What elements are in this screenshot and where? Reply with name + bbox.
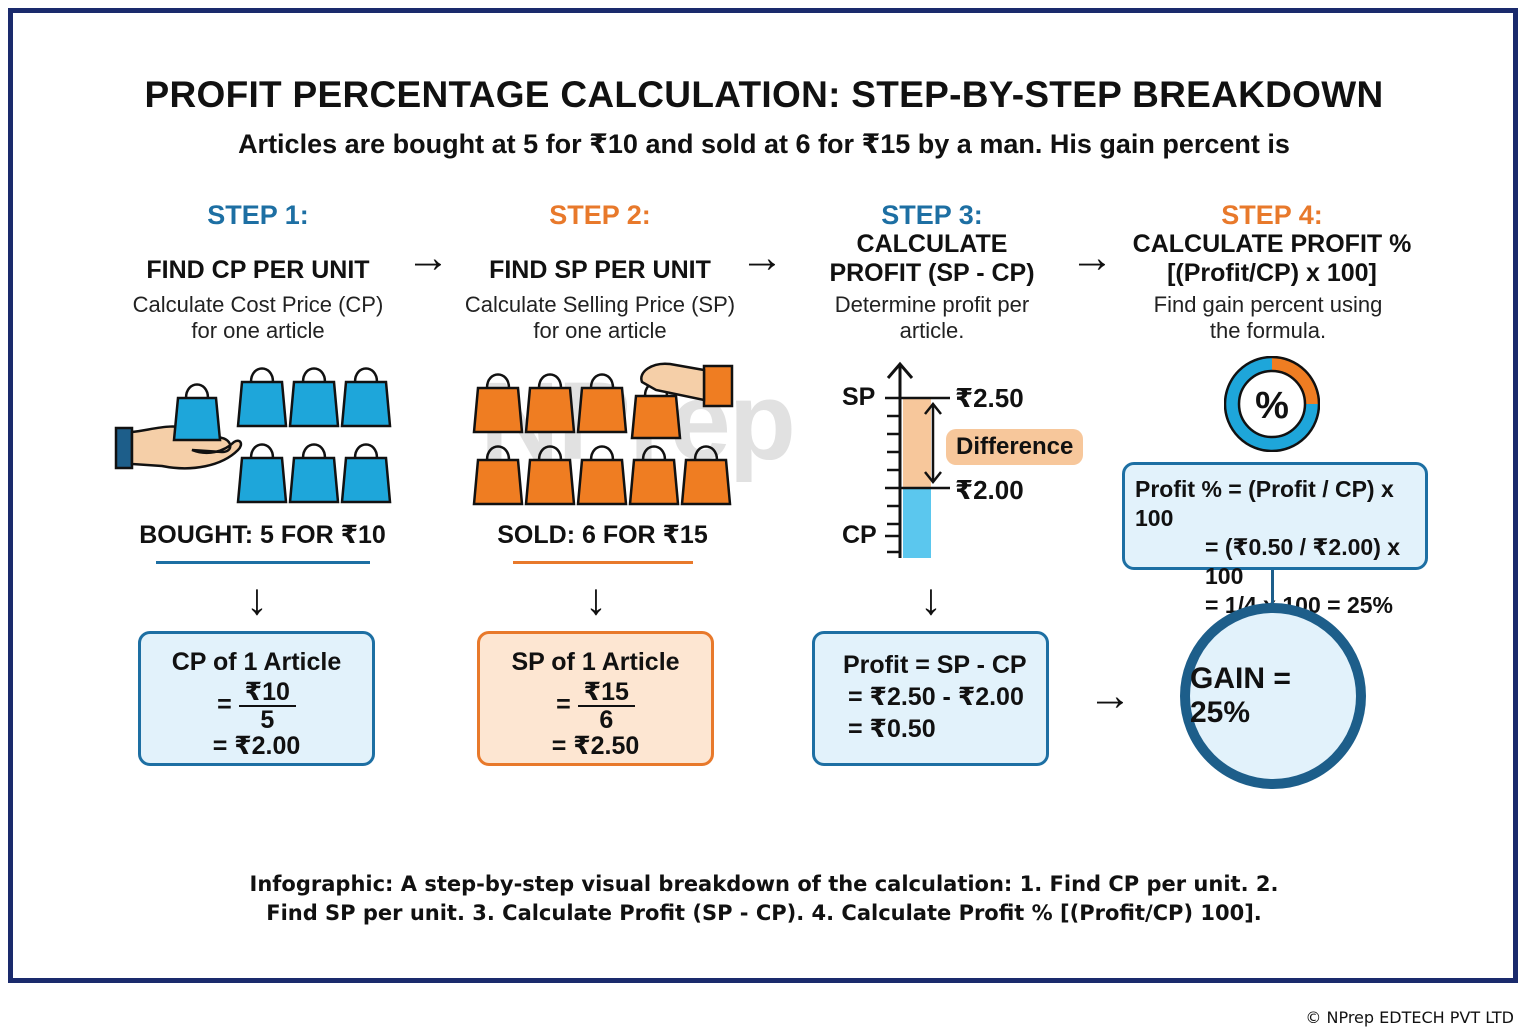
sp-box-result: = ₹2.50	[551, 732, 640, 760]
sp-fraction: ₹15 6	[577, 679, 635, 734]
cp-box-fraction-row: = ₹10 5	[141, 679, 372, 733]
step2-heading: FIND SP PER UNIT	[489, 256, 711, 284]
step1-down-arrow: ↓	[246, 575, 268, 624]
gain-circle: GAIN = 25%	[1180, 603, 1366, 789]
step1-caption: BOUGHT: 5 FOR ₹10	[139, 521, 386, 549]
scale-cp-label: CP	[842, 521, 877, 549]
step3-heading-line2: PROFIT (SP - CP)	[829, 259, 1035, 287]
step4-heading-line2: [(Profit/CP) x 100]	[1167, 259, 1377, 287]
sp-box-title: SP of 1 Article	[511, 648, 680, 676]
percent-donut-icon: %	[1224, 356, 1320, 452]
copyright: © NPrep EDTECH PVT LTD	[1305, 1008, 1514, 1027]
sp-fraction-denominator: 6	[599, 706, 614, 734]
profit-scale-icon	[885, 361, 950, 558]
percent-box-line1: Profit % = (Profit / CP) x 100	[1135, 476, 1394, 531]
step4-desc: Find gain percent using the formula.	[1108, 292, 1428, 344]
step3-heading: CALCULATE PROFIT (SP - CP)	[782, 230, 1082, 288]
step3-desc-line2: article.	[899, 318, 965, 343]
step1-desc-line1: Calculate Cost Price (CP)	[132, 292, 384, 317]
sp-fraction-numerator: ₹15	[577, 679, 635, 707]
scale-sp-label: SP	[842, 383, 876, 411]
step1-desc: Calculate Cost Price (CP) for one articl…	[98, 292, 418, 344]
profit-result-box: Profit = SP - CP = ₹2.50 - ₹2.00 = ₹0.50	[812, 631, 1049, 766]
profit-box-line3: = ₹0.50	[848, 715, 936, 743]
flow-arrow-to-gain: →	[1088, 671, 1132, 720]
orange-shopping-bags-icon	[472, 362, 734, 506]
footer-caption-line2: Find SP per unit. 3. Calculate Profit (S…	[266, 901, 1262, 925]
step4-heading-line1: CALCULATE PROFIT %	[1132, 230, 1412, 258]
sp-box-eq: =	[556, 690, 571, 719]
sp-result-box: SP of 1 Article = ₹15 6 = ₹2.50	[477, 631, 714, 766]
question-subtitle: Articles are bought at 5 for ₹10 and sol…	[238, 129, 1290, 159]
blue-shopping-bags-icon	[114, 367, 392, 504]
cp-fraction-denominator: 5	[260, 706, 275, 734]
step3-label: STEP 3:	[881, 200, 983, 230]
step4-desc-line1: Find gain percent using	[1153, 292, 1383, 317]
flow-arrow-2: →	[740, 233, 784, 282]
footer-caption-line1: Infographic: A step-by-step visual break…	[249, 872, 1279, 896]
profit-percent-box: Profit % = (Profit / CP) x 100 = (₹0.50 …	[1122, 462, 1428, 618]
step3-desc: Determine profit per article.	[772, 292, 1092, 344]
step4-desc-line2: the formula.	[1209, 318, 1327, 343]
cp-box-eq: =	[217, 690, 232, 719]
scale-cp-value: ₹2.00	[955, 475, 1024, 505]
profit-box-line2: = ₹2.50 - ₹2.00	[848, 683, 1024, 711]
step2-label: STEP 2:	[549, 200, 651, 230]
percent-box-line2: = (₹0.50 / ₹2.00) x 100	[1205, 534, 1401, 589]
gain-result: GAIN = 25%	[1190, 662, 1291, 729]
flow-arrow-1: →	[406, 233, 450, 282]
connector-line	[1271, 570, 1274, 604]
step3-down-arrow: ↓	[920, 575, 942, 624]
sp-box-fraction-row: = ₹15 6	[480, 679, 711, 733]
step1-heading: FIND CP PER UNIT	[146, 256, 370, 284]
step2-down-arrow: ↓	[585, 575, 607, 624]
step2-desc-line1: Calculate Selling Price (SP)	[464, 292, 736, 317]
step2-underline	[513, 561, 693, 564]
step3-heading-line1: CALCULATE	[856, 230, 1008, 258]
scale-sp-value: ₹2.50	[955, 383, 1024, 413]
cp-fraction-numerator: ₹10	[238, 679, 296, 707]
svg-text:%: %	[1255, 385, 1289, 427]
cp-box-title: CP of 1 Article	[171, 648, 342, 676]
step1-label: STEP 1:	[207, 200, 309, 230]
cp-box-result: = ₹2.00	[212, 732, 301, 760]
cp-result-box: CP of 1 Article = ₹10 5 = ₹2.00	[138, 631, 375, 766]
difference-label: Difference	[946, 429, 1084, 465]
step4-label: STEP 4:	[1221, 200, 1323, 230]
cp-fraction: ₹10 5	[238, 679, 296, 734]
step3-desc-line1: Determine profit per	[834, 292, 1030, 317]
step2-desc: Calculate Selling Price (SP) for one art…	[440, 292, 760, 344]
step2-desc-line2: for one article	[533, 318, 667, 343]
flow-arrow-3: →	[1070, 233, 1114, 282]
step1-underline	[156, 561, 370, 564]
step4-heading: CALCULATE PROFIT % [(Profit/CP) x 100]	[1112, 230, 1432, 288]
step1-desc-line2: for one article	[191, 318, 325, 343]
profit-box-line1: Profit = SP - CP	[843, 651, 1027, 679]
step2-caption: SOLD: 6 FOR ₹15	[497, 521, 708, 549]
page-title: PROFIT PERCENTAGE CALCULATION: STEP-BY-S…	[144, 74, 1384, 115]
